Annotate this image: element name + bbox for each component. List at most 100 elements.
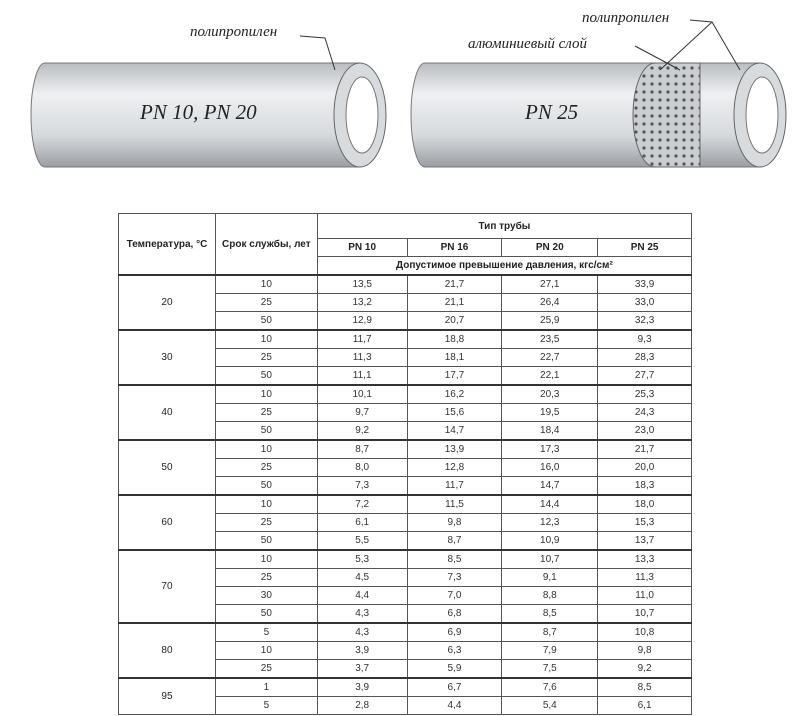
pressure-cell: 8,7 bbox=[406, 531, 503, 551]
table-row: 50 9,2 14,7 18,4 23,0 bbox=[119, 421, 692, 441]
table-row: 30 4,4 7,0 8,8 11,0 bbox=[119, 586, 692, 605]
service-life-cell: 5 bbox=[214, 622, 318, 642]
service-life-cell: 25 bbox=[214, 568, 318, 587]
pressure-cell: 3,9 bbox=[316, 677, 408, 697]
temperature-cell: 40 bbox=[118, 384, 216, 441]
pressure-cell: 23,5 bbox=[501, 329, 599, 349]
table-row: 80 5 4,3 6,9 8,7 10,8 bbox=[118, 622, 692, 679]
service-life-cell: 25 bbox=[214, 458, 318, 477]
pressure-cell: 11,3 bbox=[316, 348, 408, 367]
pressure-cell: 9,3 bbox=[597, 329, 692, 349]
pressure-cell: 16,0 bbox=[501, 458, 599, 477]
table-row: 30 10 11,7 18,8 23,5 9,3 bbox=[118, 329, 692, 386]
pressure-cell: 25,3 bbox=[597, 384, 692, 404]
pressure-cell: 24,3 bbox=[597, 403, 692, 422]
table-row: 95 1 3,9 6,7 7,6 8,5 bbox=[118, 677, 692, 715]
pressure-cell: 5,3 bbox=[316, 549, 408, 569]
temperature-cell: 50 bbox=[118, 439, 216, 496]
pressure-cell: 8,5 bbox=[501, 604, 599, 624]
pressure-cell: 9,2 bbox=[597, 659, 692, 679]
temperature-cell: 70 bbox=[118, 549, 216, 624]
header-pn10: PN 10 bbox=[316, 238, 408, 257]
service-life-cell: 25 bbox=[214, 348, 318, 367]
service-life-cell: 1 bbox=[214, 677, 318, 697]
table-row: 25 11,3 18,1 22,7 28,3 bbox=[119, 348, 692, 367]
pressure-cell: 27,7 bbox=[597, 366, 692, 386]
pressure-cell: 16,2 bbox=[406, 384, 503, 404]
pressure-cell: 10,1 bbox=[316, 384, 408, 404]
pressure-cell: 7,3 bbox=[316, 476, 408, 496]
pressure-cell: 12,3 bbox=[501, 513, 599, 532]
left-pipe-layer-label: полипропилен bbox=[190, 24, 278, 40]
table-row: 50 7,3 11,7 14,7 18,3 bbox=[119, 476, 692, 496]
pressure-cell: 33,0 bbox=[597, 293, 692, 312]
pressure-cell: 21,7 bbox=[406, 274, 503, 294]
pressure-cell: 2,8 bbox=[316, 696, 408, 715]
pressure-cell: 18,0 bbox=[597, 494, 692, 514]
service-life-cell: 10 bbox=[214, 641, 318, 660]
right-pipe-layer-label-2: алюминиевый слой bbox=[468, 36, 588, 52]
pressure-cell: 13,3 bbox=[597, 549, 692, 569]
service-life-cell: 10 bbox=[214, 494, 318, 514]
pressure-cell: 7,3 bbox=[406, 568, 503, 587]
pressure-cell: 18,8 bbox=[406, 329, 503, 349]
pressure-cell: 8,5 bbox=[406, 549, 503, 569]
table-row: 25 8,0 12,8 16,0 20,0 bbox=[119, 458, 692, 477]
pressure-cell: 6,3 bbox=[406, 641, 503, 660]
table-row: 25 3,7 5,9 7,5 9,2 bbox=[119, 659, 692, 679]
pressure-cell: 9,1 bbox=[501, 568, 599, 587]
left-pipe-name: PN 10, PN 20 bbox=[140, 100, 257, 124]
service-life-cell: 50 bbox=[214, 604, 318, 624]
service-life-cell: 50 bbox=[214, 421, 318, 441]
pressure-cell: 7,2 bbox=[316, 494, 408, 514]
pressure-cell: 6,1 bbox=[597, 696, 692, 715]
service-life-cell: 50 bbox=[214, 531, 318, 551]
pressure-cell: 22,1 bbox=[501, 366, 599, 386]
pressure-cell: 20,0 bbox=[597, 458, 692, 477]
pressure-cell: 7,0 bbox=[406, 586, 503, 605]
pressure-cell: 8,8 bbox=[501, 586, 599, 605]
pressure-cell: 8,7 bbox=[316, 439, 408, 459]
pressure-cell: 22,7 bbox=[501, 348, 599, 367]
pressure-cell: 8,7 bbox=[501, 622, 599, 642]
pressure-cell: 20,7 bbox=[406, 311, 503, 331]
pressure-cell: 8,5 bbox=[597, 677, 692, 697]
pressure-cell: 9,2 bbox=[316, 421, 408, 441]
pressure-cell: 11,7 bbox=[316, 329, 408, 349]
pressure-cell: 4,4 bbox=[316, 586, 408, 605]
pressure-cell: 15,3 bbox=[597, 513, 692, 532]
service-life-cell: 10 bbox=[214, 439, 318, 459]
header-pn20: PN 20 bbox=[501, 238, 599, 257]
pressure-cell: 3,9 bbox=[316, 641, 408, 660]
pressure-cell: 21,7 bbox=[597, 439, 692, 459]
header-pn25: PN 25 bbox=[597, 238, 692, 257]
pressure-cell: 18,4 bbox=[501, 421, 599, 441]
pressure-cell: 13,7 bbox=[597, 531, 692, 551]
pressure-cell: 25,9 bbox=[501, 311, 599, 331]
pressure-cell: 9,7 bbox=[316, 403, 408, 422]
service-life-cell: 10 bbox=[214, 329, 318, 349]
table-row: 25 9,7 15,6 19,5 24,3 bbox=[119, 403, 692, 422]
service-life-cell: 25 bbox=[214, 293, 318, 312]
table-row: 50 4,3 6,8 8,5 10,7 bbox=[119, 604, 692, 624]
pressure-cell: 15,6 bbox=[406, 403, 503, 422]
service-life-cell: 30 bbox=[214, 586, 318, 605]
service-life-cell: 10 bbox=[214, 549, 318, 569]
pressure-cell: 10,8 bbox=[597, 622, 692, 642]
left-pipe bbox=[30, 35, 387, 168]
pressure-cell: 3,7 bbox=[316, 659, 408, 679]
pressure-cell: 6,7 bbox=[406, 677, 503, 697]
pressure-cell: 32,3 bbox=[597, 311, 692, 331]
pressure-cell: 18,3 bbox=[597, 476, 692, 496]
pressure-cell: 7,6 bbox=[501, 677, 599, 697]
pressure-cell: 20,3 bbox=[501, 384, 599, 404]
pressure-cell: 14,4 bbox=[501, 494, 599, 514]
pressure-cell: 14,7 bbox=[501, 476, 599, 496]
pressure-cell: 11,0 bbox=[597, 586, 692, 605]
temperature-cell: 80 bbox=[118, 622, 216, 679]
header-pipe-type: Тип трубы bbox=[316, 213, 693, 239]
table-row: 70 10 5,3 8,5 10,7 13,3 bbox=[118, 549, 692, 624]
header-pressure: Допустимое превышение давления, кгс/см² bbox=[316, 256, 693, 276]
pressure-cell: 6,9 bbox=[406, 622, 503, 642]
pipes-illustration bbox=[30, 19, 787, 168]
